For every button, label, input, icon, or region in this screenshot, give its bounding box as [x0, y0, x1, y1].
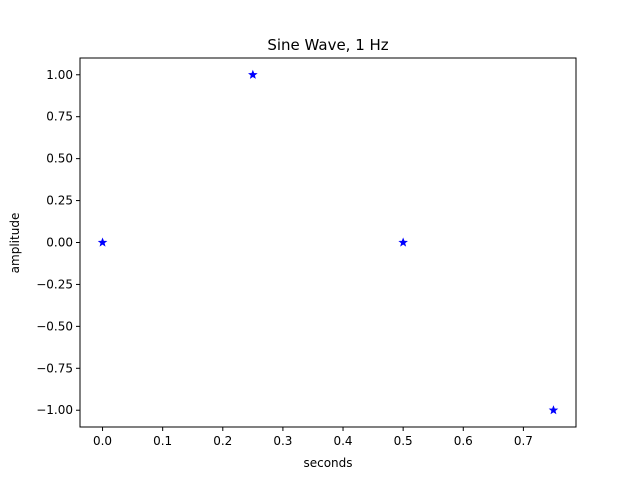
x-axis: 0.0 0.1 0.2 0.3 0.4 0.5 0.6 0.7: [93, 427, 533, 448]
y-tick-label: 0.25: [46, 194, 73, 208]
y-tick-label: −0.75: [36, 361, 73, 375]
x-tick-label: 0.0: [93, 434, 112, 448]
data-point-star: [97, 237, 108, 247]
y-tick-label: −0.50: [36, 319, 73, 333]
y-tick-label: −0.25: [36, 277, 73, 291]
y-tick-label: 0.50: [46, 152, 73, 166]
y-tick-label: 1.00: [46, 68, 73, 82]
data-point-star: [248, 69, 258, 79]
y-tick-label: 0.00: [46, 236, 73, 250]
x-axis-label: seconds: [303, 456, 352, 470]
data-point-star: [398, 237, 408, 247]
x-tick-label: 0.3: [273, 434, 292, 448]
x-tick-label: 0.6: [454, 434, 473, 448]
x-tick-label: 0.1: [153, 434, 172, 448]
data-point-star: [548, 405, 559, 415]
y-axis-label: amplitude: [8, 213, 22, 274]
y-axis: −1.00 −0.75 −0.50 −0.25 0.00 0.25 0.50 0.75 1.00: [36, 68, 80, 417]
x-tick-label: 0.7: [514, 434, 533, 448]
chart-title: Sine Wave, 1 Hz: [267, 36, 388, 54]
x-tick-label: 0.5: [394, 434, 413, 448]
y-tick-label: 0.75: [46, 110, 73, 124]
plot-area-frame: [79, 57, 577, 428]
data-points: [97, 69, 559, 415]
x-tick-label: 0.2: [213, 434, 232, 448]
y-tick-label: −1.00: [36, 403, 73, 417]
x-tick-label: 0.4: [333, 434, 352, 448]
